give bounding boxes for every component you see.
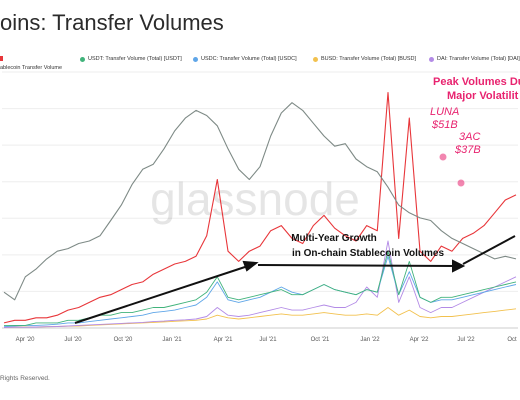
- 3ac-value: $37B: [454, 144, 481, 156]
- arrow-head-1: [242, 260, 259, 272]
- watermark-text: glassnode: [150, 173, 360, 225]
- series-line-price[interactable]: [3, 102, 517, 301]
- legend-item-busd[interactable]: BUSD: Transfer Volume (Total) [BUSD]: [313, 56, 416, 62]
- legend-item-cut-left[interactable]: [0, 56, 3, 61]
- series-layer: [3, 91, 517, 328]
- legend-swatch-dai: [429, 56, 434, 62]
- growth-label-2: in On-chain Stablecoin Volumes: [292, 248, 444, 259]
- peak-title-1: Peak Volumes Du: [433, 76, 520, 88]
- 3ac-marker[interactable]: [457, 179, 465, 187]
- x-tick-label: Apr '22: [410, 337, 429, 343]
- legend-item-total[interactable]: ablecoin Transfer Volume: [0, 65, 62, 71]
- growth-arrows: [74, 235, 516, 324]
- luna-label: LUNA: [430, 106, 459, 118]
- x-tick-label: Oct '21: [311, 337, 330, 343]
- series-line-usdt[interactable]: [4, 250, 517, 326]
- legend-label-usdc: USDC: Transfer Volume (Total) [USDC]: [201, 56, 297, 62]
- copyright-footer: Rights Reserved.: [0, 375, 50, 382]
- x-axis-ticks: Apr '20 Jul '20 Oct '20 Jan '21 Apr '21 Jul '…: [16, 337, 517, 343]
- legend-swatch-usdt: [80, 56, 85, 62]
- luna-marker[interactable]: [439, 153, 447, 161]
- x-tick-label: Oct: [507, 337, 517, 343]
- legend-label-usdt: USDT: Transfer Volume (Total) [USDT]: [88, 56, 182, 62]
- legend-item-dai[interactable]: DAI: Transfer Volume (Total) [DAI]: [429, 56, 520, 62]
- legend-label-total: ablecoin Transfer Volume: [0, 65, 63, 71]
- x-tick-label: Oct '20: [114, 337, 133, 343]
- arrow-line-3: [462, 235, 516, 265]
- peak-title-2: Major Volatilit: [447, 90, 519, 102]
- growth-label-1: Multi-Year Growth: [291, 233, 377, 244]
- 3ac-label: 3AC: [459, 131, 480, 143]
- legend-swatch: [0, 56, 3, 61]
- x-tick-label: Jul '20: [64, 337, 82, 343]
- x-tick-label: Jan '22: [360, 337, 380, 343]
- luna-value: $51B: [431, 119, 458, 131]
- legend-label-dai: DAI: Transfer Volume (Total) [DAI]: [437, 56, 520, 62]
- series-line-busd[interactable]: [3, 307, 517, 328]
- legend-item-usdc[interactable]: USDC: Transfer Volume (Total) [USDC]: [193, 56, 297, 62]
- series-line-dai[interactable]: [3, 240, 517, 328]
- legend-item-usdt[interactable]: USDT: Transfer Volume (Total) [USDT]: [80, 56, 182, 62]
- series-line-total[interactable]: [3, 91, 517, 324]
- x-tick-label: Apr '21: [214, 337, 233, 343]
- x-tick-label: Jan '21: [162, 337, 182, 343]
- page-title: oins: Transfer Volumes: [0, 10, 224, 35]
- legend-label-busd: BUSD: Transfer Volume (Total) [BUSD]: [321, 56, 417, 62]
- arrow-line-1: [74, 265, 249, 324]
- arrow-head-2: [452, 259, 466, 273]
- arrow-line-2: [257, 264, 456, 267]
- legend-swatch-usdc: [193, 56, 198, 62]
- x-tick-label: Jul '22: [457, 337, 475, 343]
- x-tick-label: Apr '20: [16, 337, 35, 343]
- legend-swatch-busd: [313, 56, 318, 62]
- x-tick-label: Jul '21: [259, 337, 277, 343]
- chart-grid: [2, 71, 518, 329]
